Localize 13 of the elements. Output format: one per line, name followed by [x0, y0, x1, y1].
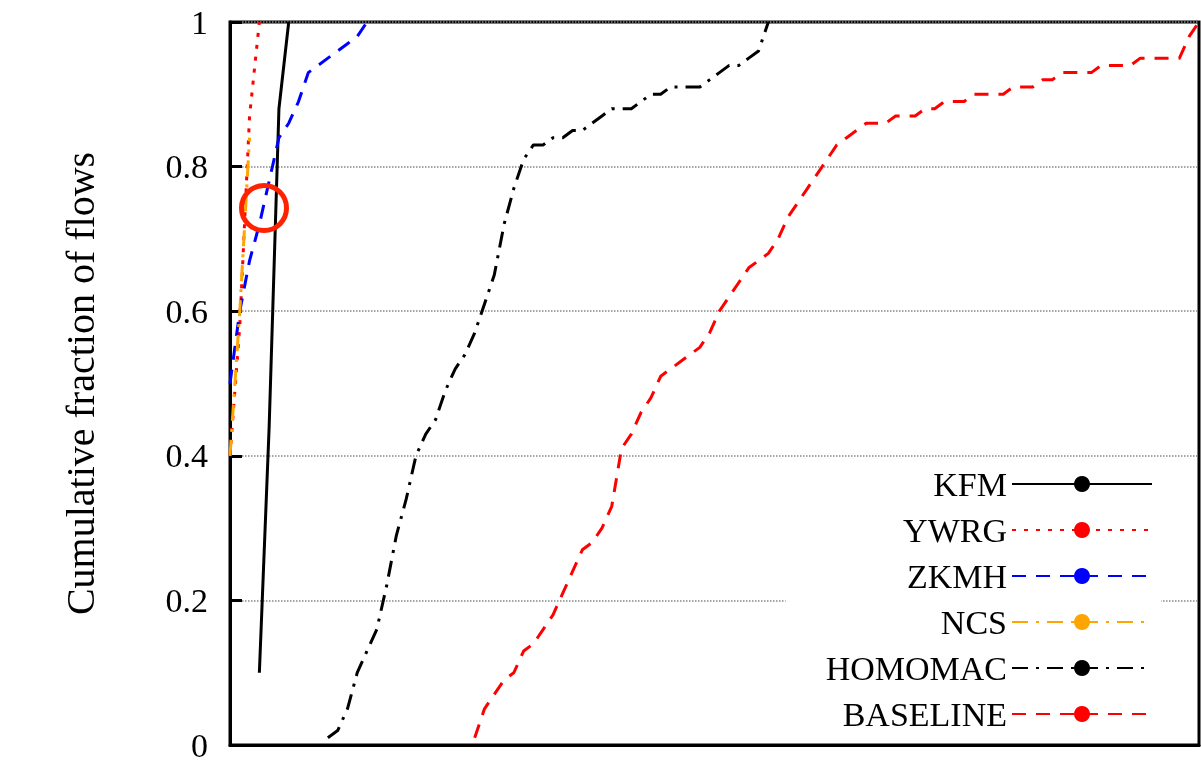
y-tick-label: 0.8	[165, 148, 208, 186]
legend-label: YWRG	[903, 511, 1007, 549]
y-tick-label: 0.2	[165, 581, 208, 619]
legend-label: NCS	[940, 603, 1007, 641]
legend-label: BASELINE	[842, 695, 1007, 733]
y-axis-title: Cumulative fraction of flows	[57, 151, 103, 616]
y-tick-label: 1	[191, 3, 208, 41]
y-tick-label: 0	[191, 726, 208, 764]
y-tick-label: 0.4	[165, 437, 208, 475]
legend-label: HOMOMAC	[825, 649, 1007, 687]
legend-label: ZKMH	[906, 557, 1007, 595]
legend-label: KFM	[933, 465, 1007, 503]
y-tick-label: 0.6	[165, 292, 208, 330]
